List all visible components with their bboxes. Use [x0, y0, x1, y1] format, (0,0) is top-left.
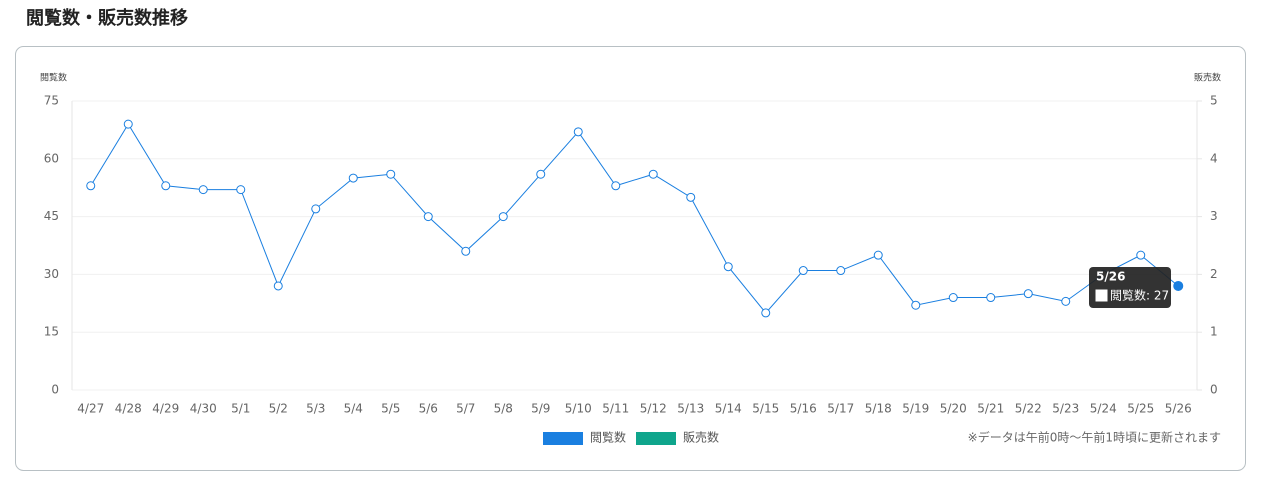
x-tick-label: 5/21	[977, 402, 1004, 416]
x-tick-label: 5/3	[306, 402, 325, 416]
y2-tick-label: 0	[1210, 383, 1218, 397]
x-tick-label: 5/19	[902, 402, 929, 416]
data-point[interactable]	[948, 293, 958, 303]
x-tick-label: 5/13	[677, 402, 704, 416]
data-point[interactable]	[648, 169, 658, 179]
data-point[interactable]	[723, 262, 733, 272]
legend-label[interactable]: 販売数	[683, 430, 719, 445]
x-tick-label: 5/18	[865, 402, 892, 416]
x-tick-label: 5/12	[640, 402, 667, 416]
y-tick-label: 0	[51, 383, 59, 397]
data-point[interactable]	[1023, 289, 1033, 299]
data-point[interactable]	[836, 266, 846, 276]
y2-tick-label: 4	[1210, 151, 1218, 165]
y2-axis-title: 販売数	[1194, 72, 1221, 84]
data-point[interactable]	[873, 250, 883, 260]
update-note: ※データは午前0時〜午前1時頃に更新されます	[968, 430, 1221, 445]
data-point[interactable]	[986, 293, 996, 303]
card	[15, 46, 1246, 471]
y2-tick-label: 2	[1210, 267, 1218, 281]
series-line	[90, 123, 1179, 314]
x-tick-label: 5/6	[419, 402, 438, 416]
x-tick-label: 5/25	[1127, 402, 1154, 416]
x-tick-label: 5/22	[1015, 402, 1042, 416]
x-tick-label: 4/29	[152, 402, 179, 416]
x-tick-label: 5/10	[565, 402, 592, 416]
data-point[interactable]	[273, 281, 283, 291]
data-point[interactable]	[461, 246, 471, 256]
y-tick-label: 30	[44, 267, 59, 281]
x-tick-label: 4/28	[115, 402, 142, 416]
x-tick-label: 5/4	[344, 402, 363, 416]
data-point[interactable]	[123, 119, 133, 129]
x-tick-label: 5/17	[827, 402, 854, 416]
y2-tick-label: 3	[1210, 209, 1218, 223]
x-tick-label: 5/2	[269, 402, 288, 416]
x-tick-label: 4/27	[77, 402, 104, 416]
tooltip-swatch	[1095, 289, 1108, 302]
tooltip-box	[1089, 267, 1171, 308]
data-point[interactable]	[423, 212, 433, 222]
y2-tick-label: 5	[1210, 94, 1218, 108]
data-point[interactable]	[86, 181, 96, 191]
x-tick-label: 5/5	[381, 402, 400, 416]
data-point[interactable]	[798, 266, 808, 276]
data-point[interactable]	[1173, 280, 1184, 291]
y-tick-label: 15	[44, 325, 59, 339]
data-point[interactable]	[236, 185, 246, 195]
x-tick-label: 5/8	[494, 402, 513, 416]
x-tick-label: 5/23	[1052, 402, 1079, 416]
x-tick-label: 4/30	[190, 402, 217, 416]
tooltip-text: 閲覧数: 27	[1110, 288, 1169, 303]
data-point[interactable]	[386, 169, 396, 179]
legend-swatch[interactable]	[636, 432, 676, 445]
tooltip-title: 5/26	[1096, 270, 1125, 284]
data-point[interactable]	[761, 308, 771, 318]
x-tick-label: 5/9	[531, 402, 550, 416]
x-tick-label: 5/1	[231, 402, 250, 416]
x-tick-label: 5/14	[715, 402, 742, 416]
x-tick-label: 5/11	[602, 402, 629, 416]
x-tick-label: 5/26	[1165, 402, 1192, 416]
data-point[interactable]	[573, 127, 583, 137]
data-point[interactable]	[911, 300, 921, 310]
data-point[interactable]	[161, 181, 171, 191]
tooltip: 5/26 閲覧数: 27	[1089, 267, 1171, 308]
page-title: 閲覧数・販売数推移	[26, 7, 188, 29]
y-tick-label: 75	[44, 94, 59, 108]
data-point[interactable]	[198, 185, 208, 195]
data-point[interactable]	[348, 173, 358, 183]
x-tick-label: 5/24	[1090, 402, 1117, 416]
data-point[interactable]	[311, 204, 321, 214]
data-point[interactable]	[1061, 296, 1071, 306]
data-point[interactable]	[611, 181, 621, 191]
y2-tick-label: 1	[1210, 325, 1218, 339]
x-tick-label: 5/15	[752, 402, 779, 416]
data-point[interactable]	[1136, 250, 1146, 260]
x-tick-label: 5/20	[940, 402, 967, 416]
data-point[interactable]	[686, 192, 696, 202]
y-tick-label: 60	[44, 151, 59, 165]
x-tick-label: 5/7	[456, 402, 475, 416]
legend-label[interactable]: 閲覧数	[590, 430, 626, 445]
y-axis-title: 閲覧数	[40, 72, 67, 84]
x-tick-label: 5/16	[790, 402, 817, 416]
legend-swatch[interactable]	[543, 432, 583, 445]
data-point[interactable]	[536, 169, 546, 179]
y-tick-label: 45	[44, 209, 59, 223]
data-point[interactable]	[498, 212, 508, 222]
